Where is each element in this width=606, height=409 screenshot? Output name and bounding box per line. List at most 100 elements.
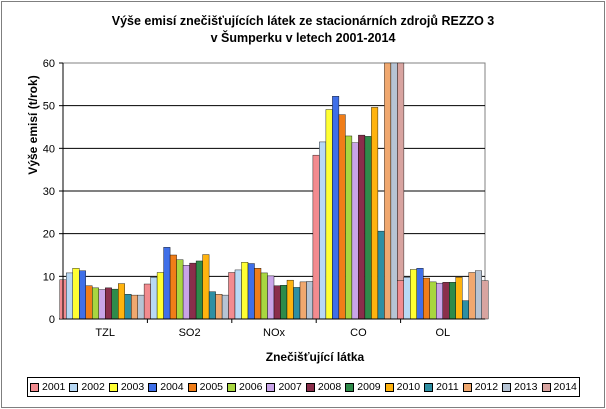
bar-TZL-2003 xyxy=(72,268,80,320)
bar-OL-2002 xyxy=(403,276,411,320)
legend-swatch xyxy=(227,382,237,392)
legend-swatch xyxy=(266,382,276,392)
bar-SO2-2012 xyxy=(215,294,223,320)
y-tick-label: 10 xyxy=(43,271,55,283)
bar-TZL-2013 xyxy=(137,294,145,320)
legend-label: 2003 xyxy=(120,381,145,393)
y-tick-label: 50 xyxy=(43,101,55,113)
legend-item-2008: 2008 xyxy=(305,381,342,393)
bar-OL-2010 xyxy=(455,276,463,320)
legend-item-2014: 2014 xyxy=(541,381,577,393)
bar-TZL-2005 xyxy=(85,285,93,320)
bar-SO2-2004 xyxy=(163,247,171,320)
legend-label: 2007 xyxy=(278,381,302,393)
legend-label: 2008 xyxy=(317,381,342,393)
bar-OL-2014 xyxy=(481,280,489,320)
bar-SO2-2002 xyxy=(150,276,158,320)
legend-label: 2004 xyxy=(160,381,184,393)
bar-NOx-2013 xyxy=(306,281,314,320)
bar-TZL-2006 xyxy=(91,287,99,320)
bar-OL-2009 xyxy=(449,282,456,320)
legend-item-2011: 2011 xyxy=(424,381,459,393)
bar-NOx-2009 xyxy=(280,285,288,320)
bar-SO2-2011 xyxy=(208,291,216,320)
bar-OL-2003 xyxy=(410,269,417,320)
bar-CO-2003 xyxy=(325,109,333,320)
bar-NOx-2006 xyxy=(260,272,268,320)
bar-SO2-2006 xyxy=(176,259,184,320)
plot-layer: 0 10 20 30 40 50 60 TZL SO2 NOx CO OL xyxy=(43,58,489,339)
chart-title-line2: v Šumperku v letech 2001-2014 xyxy=(210,31,396,45)
y-tick-label: 40 xyxy=(43,143,55,155)
bar-CO-2001 xyxy=(312,154,320,320)
legend-item-2012: 2012 xyxy=(462,381,499,393)
legend-label: 2001 xyxy=(42,381,66,393)
bar-TZL-2010 xyxy=(117,283,125,320)
legend-swatch xyxy=(345,382,355,392)
bar-TZL-2012 xyxy=(130,294,138,320)
legend-item-2007: 2007 xyxy=(266,381,302,393)
bar-SO2-2008 xyxy=(189,262,197,320)
bar-CO-2004 xyxy=(332,96,340,320)
bar-TZL-2004 xyxy=(78,270,86,320)
legend-item-2009: 2009 xyxy=(345,381,381,393)
x-tick-label: CO xyxy=(350,327,367,339)
bar-SO2-2001 xyxy=(143,283,151,320)
bar-NOx-2003 xyxy=(241,262,249,320)
x-axis-label: Znečišťující látka xyxy=(265,350,365,364)
bar-OL-2005 xyxy=(423,277,430,320)
bar-OL-2006 xyxy=(429,281,437,320)
legend-swatch xyxy=(69,382,79,392)
bar-CO-2006 xyxy=(345,135,353,320)
bar-SO2-2010 xyxy=(202,254,210,320)
legend-swatch xyxy=(424,382,434,392)
bar-CO-2011 xyxy=(377,230,385,320)
legend-item-2013: 2013 xyxy=(502,381,537,393)
legend-item-2003: 2003 xyxy=(108,381,145,393)
legend-item-2006: 2006 xyxy=(227,381,262,393)
legend-item-2004: 2004 xyxy=(148,381,184,393)
bar-TZL-2009 xyxy=(111,288,119,320)
bar-NOx-2001 xyxy=(228,272,236,320)
bar-TZL-2011 xyxy=(124,294,132,320)
legend-swatch xyxy=(541,382,551,392)
legend-label: 2010 xyxy=(396,381,421,393)
bar-NOx-2002 xyxy=(234,269,242,320)
bar-NOx-2011 xyxy=(293,287,301,320)
legend-label: 2011 xyxy=(436,381,459,393)
legend-item-2002: 2002 xyxy=(69,381,105,393)
bar-SO2-2009 xyxy=(195,260,203,320)
bar-CO-2007 xyxy=(351,142,359,320)
legend-swatch xyxy=(30,382,40,392)
legend-item-2010: 2010 xyxy=(384,381,421,393)
bar-NOx-2005 xyxy=(254,268,262,320)
bar-OL-2001 xyxy=(397,280,404,320)
bar-SO2-2003 xyxy=(156,272,164,320)
legend-item-2005: 2005 xyxy=(187,381,223,393)
bar-SO2-2005 xyxy=(169,254,177,320)
bar-SO2-2007 xyxy=(182,265,190,320)
chart-title-line1: Výše emisí znečišťujících látek ze staci… xyxy=(111,14,495,28)
legend-swatch xyxy=(462,382,472,392)
legend-item-2001: 2001 xyxy=(30,381,65,393)
bar-CO-2005 xyxy=(338,114,346,320)
bar-NOx-2004 xyxy=(247,263,255,320)
legend-swatch xyxy=(384,382,394,392)
bar-OL-2011 xyxy=(462,300,469,320)
legend-label: 2006 xyxy=(239,381,263,393)
x-tick-label: TZL xyxy=(95,327,115,339)
legend-label: 2002 xyxy=(81,381,105,393)
bar-CO-2009 xyxy=(364,136,372,320)
legend-swatch xyxy=(502,382,512,392)
bar-CO-2012 xyxy=(384,62,392,320)
legend-label: 2012 xyxy=(474,381,499,393)
legend-label: 2014 xyxy=(553,381,577,393)
chart-legend: 2001 2002 2003 2004 2005 2006 2007 2008 2009 2010… xyxy=(27,377,580,397)
legend-label: 2009 xyxy=(357,381,381,393)
bar-OL-2007 xyxy=(436,282,443,320)
legend-swatch xyxy=(187,382,197,392)
bar-NOx-2010 xyxy=(286,279,294,320)
legend-label: 2005 xyxy=(199,381,223,393)
legend-label: 2013 xyxy=(514,381,538,393)
